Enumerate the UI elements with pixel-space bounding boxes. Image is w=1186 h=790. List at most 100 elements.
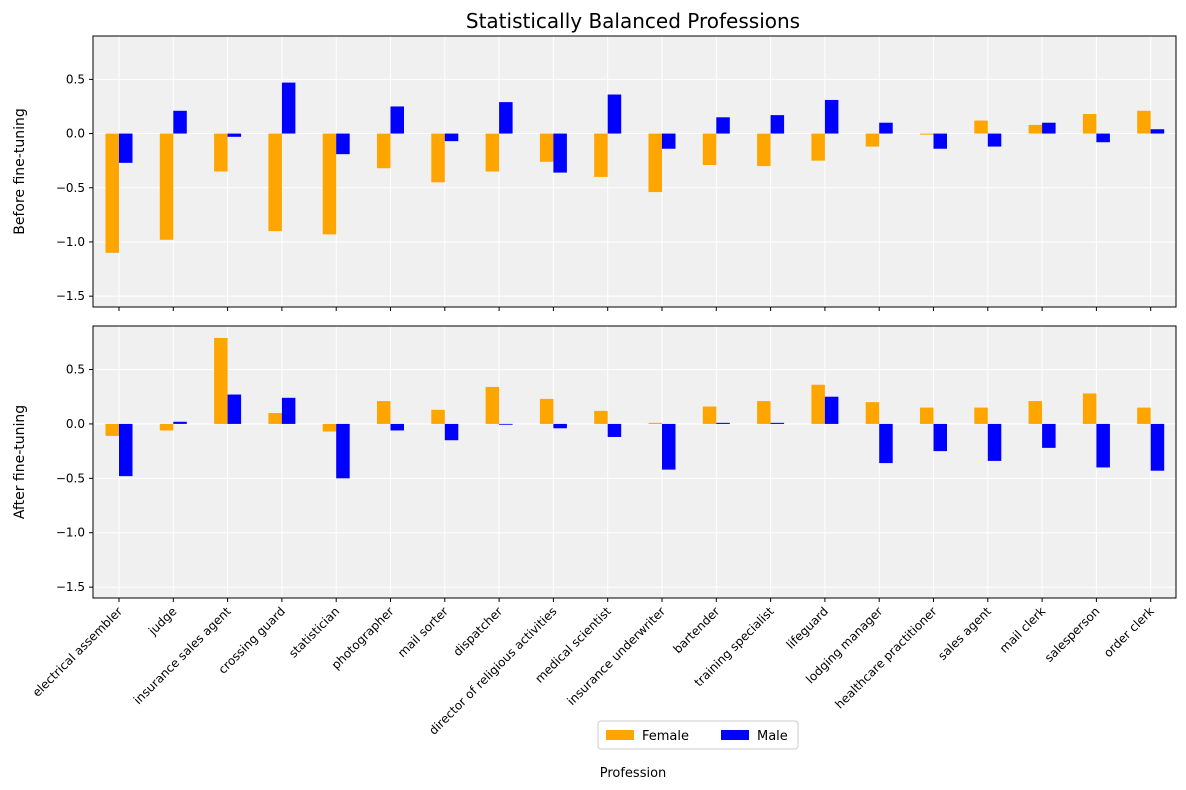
legend-swatch	[721, 730, 749, 740]
bar-male	[281, 82, 296, 134]
bar-male	[281, 397, 296, 424]
chart-title: Statistically Balanced Professions	[466, 9, 800, 33]
y-axis-label: After fine-tuning	[12, 405, 28, 519]
bar-male	[444, 133, 459, 142]
bar-female	[811, 133, 825, 161]
bar-female	[1082, 114, 1097, 134]
x-tick-label: dispatcher	[450, 604, 505, 659]
panel-2: −1.5 −1.0 −0.5 0.0 0.5 After fine-tuning	[12, 325, 1177, 602]
bar-male	[824, 396, 839, 424]
bar-female	[377, 401, 391, 424]
bar-female	[105, 423, 119, 436]
bar-female	[268, 133, 282, 232]
bar-female	[865, 402, 880, 424]
x-tick-label: electrical assembler	[30, 604, 125, 699]
bar-male	[173, 421, 187, 424]
bar-male	[879, 423, 893, 464]
legend-item-female: Female	[606, 729, 689, 744]
bar-male	[987, 423, 1002, 461]
bar-male	[1150, 423, 1165, 471]
bar-female	[702, 133, 717, 165]
x-tick-label: judge	[145, 604, 179, 638]
bar-female	[105, 133, 119, 253]
y-tick-label: −1.5	[56, 580, 85, 594]
bar-male	[499, 102, 513, 134]
bar-male	[227, 133, 242, 137]
bar-male	[607, 423, 622, 437]
bar-female	[431, 409, 445, 424]
bar-female	[485, 133, 500, 172]
bar-female	[214, 337, 228, 424]
bar-male	[879, 122, 893, 134]
bar-female	[159, 133, 174, 240]
series-male	[119, 394, 1165, 479]
bar-male	[390, 423, 404, 431]
y-tick-label: 0.0	[66, 417, 85, 431]
bar-male	[824, 99, 839, 134]
bar-female	[920, 407, 934, 424]
bar-female	[485, 386, 500, 424]
panel-1: −1.5 −1.0 −0.5 0.0 0.5 Before fine-tuning	[12, 35, 1177, 311]
legend-label: Male	[757, 729, 788, 744]
x-tick-label: healthcare practitioner	[832, 604, 939, 711]
bar-female	[920, 133, 934, 135]
bar-male	[716, 422, 730, 424]
bar-female	[159, 423, 174, 431]
x-tick-label: salesperson	[1042, 604, 1103, 665]
x-tick-label: mail clerk	[997, 604, 1048, 655]
bar-female	[1137, 407, 1151, 424]
x-tick-label: order clerk	[1101, 604, 1157, 660]
series-male	[119, 82, 1165, 173]
bar-female	[1028, 124, 1043, 134]
y-tick-label: −1.5	[56, 289, 85, 303]
bar-male	[933, 133, 947, 149]
bar-female	[757, 133, 771, 167]
bar-male	[173, 110, 187, 134]
bar-female	[322, 133, 337, 235]
series-female	[105, 110, 1151, 253]
bar-male	[1042, 423, 1056, 448]
bar-female	[214, 133, 228, 172]
panel-frame	[92, 325, 1177, 599]
y-tick-label: 0.5	[66, 363, 85, 377]
bar-female	[268, 413, 282, 424]
bar-male	[553, 133, 567, 173]
bar-female	[865, 133, 880, 147]
legend-swatch	[606, 730, 634, 740]
bar-male	[1096, 423, 1110, 468]
y-tick-label: −1.0	[56, 526, 85, 540]
panel-frame	[92, 35, 1177, 308]
bar-male	[390, 106, 404, 134]
y-tick-label: 0.5	[66, 72, 85, 86]
panel-background	[93, 36, 1176, 307]
bar-male	[336, 133, 350, 155]
bar-male	[662, 133, 676, 149]
legend-item-male: Male	[721, 729, 788, 744]
x-tick-label: sales agent	[935, 604, 994, 663]
bar-female	[1137, 110, 1151, 134]
bar-male	[933, 423, 947, 452]
legend-label: Female	[642, 729, 689, 744]
bar-male	[227, 394, 242, 424]
y-axis-label: Before fine-tuning	[12, 108, 28, 234]
bar-female	[539, 133, 554, 162]
bar-male	[336, 423, 350, 479]
legend: Female Male	[597, 720, 799, 750]
bar-male	[662, 423, 676, 470]
x-tick-label: mail sorter	[395, 604, 451, 660]
bar-female	[648, 422, 662, 424]
bar-male	[987, 133, 1002, 147]
bar-male	[607, 94, 622, 134]
bar-male	[499, 423, 513, 425]
bar-male	[1096, 133, 1110, 143]
bar-male	[716, 117, 730, 134]
x-tick-label: bartender	[670, 604, 722, 656]
bar-male	[119, 423, 133, 477]
bar-female	[594, 410, 608, 424]
bar-female	[594, 133, 608, 177]
bar-female	[377, 133, 391, 169]
panel-background	[93, 326, 1176, 598]
bar-male	[1042, 122, 1056, 134]
